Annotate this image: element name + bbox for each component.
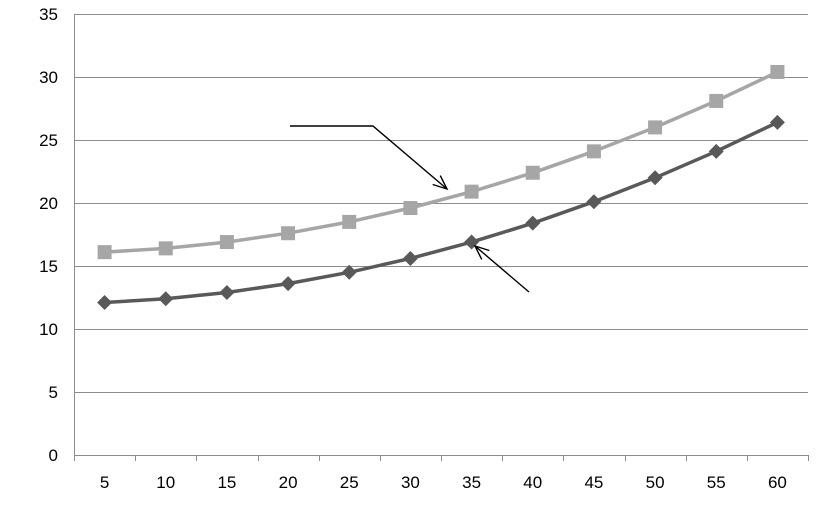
arrow-shaft bbox=[290, 125, 448, 190]
series-2-point-x15 bbox=[219, 284, 235, 300]
series-1-point-x15 bbox=[219, 235, 234, 250]
series-2-point-x40 bbox=[525, 215, 541, 231]
arrow-head bbox=[473, 244, 490, 260]
series-1-point-x55 bbox=[709, 93, 724, 108]
series-1-point-x20 bbox=[281, 226, 296, 241]
x-tick-label: 60 bbox=[768, 473, 787, 492]
series-1-point-x45 bbox=[586, 144, 601, 159]
series-1-point-x30 bbox=[403, 201, 418, 216]
series-1-point-x35 bbox=[464, 184, 479, 199]
x-tick-label: 40 bbox=[523, 473, 542, 492]
series-1-point-x40 bbox=[525, 165, 540, 180]
x-tick-label: 55 bbox=[707, 473, 726, 492]
arrow-shaft bbox=[474, 245, 530, 293]
y-tick-label: 25 bbox=[39, 131, 58, 150]
series-1-point-x60 bbox=[770, 64, 785, 79]
series-2-point-x10 bbox=[158, 291, 174, 307]
x-tick-label: 10 bbox=[156, 473, 175, 492]
series-line-1 bbox=[102, 70, 780, 254]
annotation-arrows bbox=[290, 125, 530, 293]
series-markers bbox=[97, 64, 785, 311]
x-tick-label: 50 bbox=[646, 473, 665, 492]
y-tick-label: 20 bbox=[39, 194, 58, 213]
x-tick-label: 35 bbox=[462, 473, 481, 492]
x-tick-label: 15 bbox=[217, 473, 236, 492]
series-1-point-x5 bbox=[97, 245, 112, 260]
x-tick-label: 5 bbox=[100, 473, 109, 492]
series-2-point-x50 bbox=[647, 170, 663, 186]
y-tick-labels: 0 5 10 15 20 25 30 35 bbox=[39, 5, 58, 465]
series-1-point-x25 bbox=[342, 214, 357, 229]
arrow-head bbox=[432, 175, 449, 191]
series-2-point-x30 bbox=[402, 250, 418, 266]
gridlines bbox=[74, 14, 808, 393]
series-2-point-x55 bbox=[708, 143, 724, 159]
x-tick-label: 30 bbox=[401, 473, 420, 492]
y-tick-label: 35 bbox=[39, 5, 58, 24]
y-tick-label: 15 bbox=[39, 257, 58, 276]
x-tick-label: 25 bbox=[340, 473, 359, 492]
series-2-point-x60 bbox=[769, 114, 785, 130]
annotation-arrow-1 bbox=[290, 125, 449, 191]
series-2-point-x20 bbox=[280, 276, 296, 292]
x-tick-labels: 5 10 15 20 25 30 35 40 45 50 55 60 bbox=[100, 473, 787, 492]
series-2-point-x25 bbox=[341, 264, 357, 280]
axes bbox=[74, 14, 809, 461]
series-2-point-x45 bbox=[586, 194, 602, 210]
x-tick-label: 20 bbox=[279, 473, 298, 492]
y-tick-label: 10 bbox=[39, 320, 58, 339]
y-tick-label: 30 bbox=[39, 68, 58, 87]
series-1-point-x10 bbox=[158, 241, 173, 256]
y-tick-label: 0 bbox=[49, 446, 58, 465]
series-lines bbox=[102, 70, 780, 305]
y-tick-label: 5 bbox=[49, 383, 58, 402]
annotation-arrow-2 bbox=[473, 244, 530, 293]
x-tick-label: 45 bbox=[584, 473, 603, 492]
series-2-point-x5 bbox=[97, 295, 113, 311]
series-1-point-x50 bbox=[648, 120, 663, 135]
series-line-2 bbox=[102, 120, 780, 305]
